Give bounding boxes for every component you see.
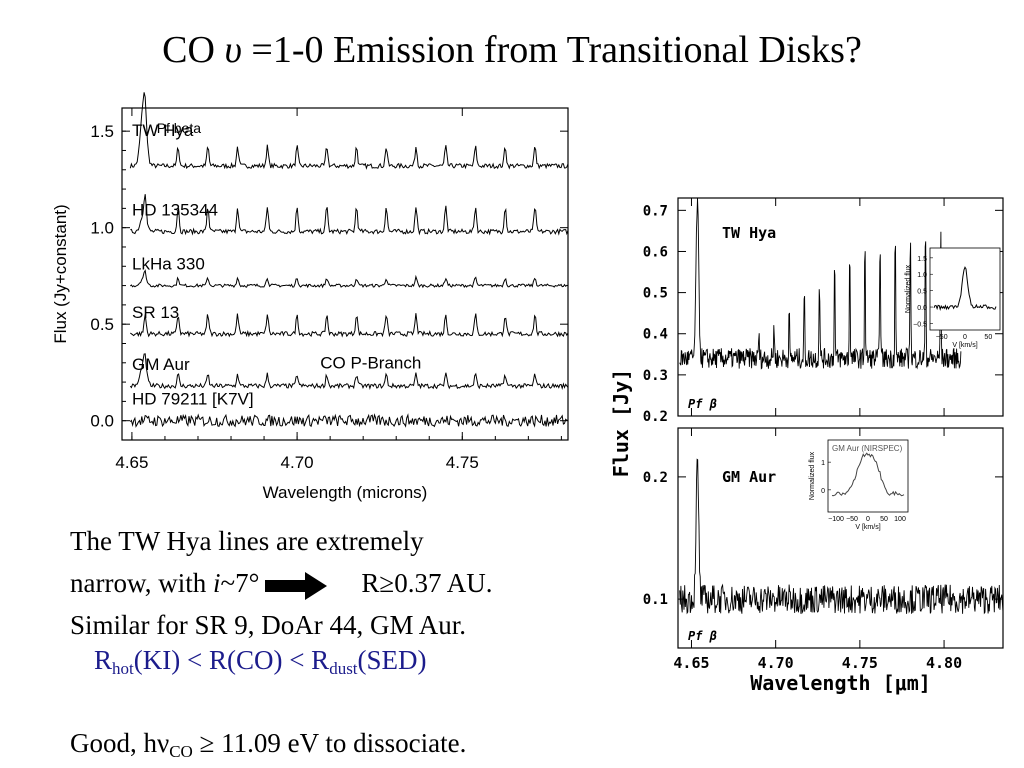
title-variable: υ [224,29,242,71]
right-y-tick-label: 0.5 [643,286,668,302]
good-a: Good, hν [70,728,170,758]
slide-title: CO υ =1-0 Emission from Transitional Dis… [0,28,1024,72]
inset-x-tick-label: −100 [828,516,844,523]
inset-x-tick-label: 50 [984,334,992,341]
series-label-1: HD 135344 [132,201,218,220]
right-x-tick-label: 4.75 [842,654,878,672]
inset-xlabel: V [km/s] [952,342,977,349]
text-line-3: Similar for SR 9, DoAr 44, GM Aur. [70,610,467,640]
inset-y-tick-label: 1 [821,460,825,467]
text-line-2: narrow, with i~7° R≥0.37 AU. [70,562,590,604]
text-line-1: The TW Hya lines are extremely [70,526,424,556]
series-label-4: GM Aur [132,355,190,374]
right-y-tick-label: 0.2 [643,409,668,425]
inset-y-tick-label: 1.5 [917,256,927,263]
inset-1: GM Aur (NIRSPEC) 0 1 −100 −50 0 50 100 V [km/s] N… [809,439,909,531]
inset-0: −0.5 0.0 0.5 1.0 1.5 −50 0 50 V [km/s] Normalized… [905,247,1001,349]
left-spectra-chart: 0.0 0.5 1.0 1.5 4.65 4.70 4.75 Wavelength (micr… [51,92,569,502]
inset-profile [933,266,997,311]
inset-x-tick-label: −50 [936,334,948,341]
right-ylabel: Flux [Jy] [609,369,633,477]
series-label-2: LkHa 330 [132,255,205,274]
good-b: ≥ 11.09 eV to dissociate. [192,728,467,758]
good-sub: CO [169,742,193,761]
inset-x-tick-label: 0 [963,334,967,341]
y-tick-label: 1.5 [90,122,114,141]
co-pbranch-annotation: CO P-Branch [320,354,421,373]
inset-y-tick-label: 1.0 [917,272,927,279]
series-label-3: SR 13 [132,303,179,322]
y-tick-label: 1.0 [90,219,114,238]
x-tick-label: 4.70 [281,453,314,472]
left-ylabel: Flux (Jy+constant) [51,204,70,343]
y-tick-label: 0.5 [90,315,114,334]
series-trace-2 [129,269,569,289]
inset-title: GM Aur (NIRSPEC) [832,444,903,453]
right-y-tick-label: 0.3 [643,368,668,384]
right-x-tick-label: 4.70 [758,654,794,672]
dissociation-note: Good, hνCO ≥ 11.09 eV to dissociate. [70,728,466,762]
text-line-2a: narrow, with [70,568,213,598]
inset-ylabel: Normalized flux [905,264,912,313]
series-label-5: HD 79211 [K7V] [132,390,254,409]
radius-ordering: Rhot(KI) < R(CO) < Rdust(SED) [94,645,427,679]
title-prefix: CO [162,29,225,71]
inset-x-tick-label: −50 [846,516,858,523]
inclination-value: ~7° [220,568,260,598]
right-x-tick-label: 4.65 [673,654,709,672]
pf-beta-label-1: Pf β [688,629,717,643]
x-tick-label: 4.65 [115,453,148,472]
series-trace-4 [129,353,569,390]
ratio-dust-sub: dust [329,659,358,678]
y-tick-label: 0.0 [90,412,114,431]
ratio-r1: R [94,645,113,675]
series-trace-5 [129,413,569,428]
right-trace-1 [679,458,1004,615]
title-suffix: =1-0 Emission from Transitional Disks? [241,29,862,71]
right-xlabel: Wavelength [μm] [750,671,931,695]
ratio-mid: (KI) < R(CO) < R [133,645,330,675]
series-trace-0 [129,92,569,170]
inset-y-tick-label: 0 [821,488,825,495]
inset-x-tick-label: 50 [880,516,888,523]
right-spectra-chart: 0.2 0.3 0.4 0.5 0.6 0.7 TW Hya Pf β −0.5 0.0 0.5 1.… [609,197,1004,695]
pf-beta-annotation: Pf beta [157,120,202,136]
inset-ylabel: Normalized flux [809,451,816,500]
x-tick-label: 4.75 [446,453,479,472]
series-label-0: TW Hya [132,121,194,140]
right-panel-frame-1 [677,427,1004,649]
right-panel-label-1: GM Aur [722,468,776,486]
right-arrow-icon [265,571,329,600]
inset-y-tick-label: 0.5 [917,289,927,296]
right-y-tick-label: 0.6 [643,244,668,260]
inset-frame [827,439,909,513]
radius-value: R≥0.37 AU. [361,568,493,598]
right-y-tick-label: 0.2 [643,470,668,486]
right-y-tick-label: 0.7 [643,203,668,219]
right-y-tick-label: 0.1 [643,592,668,608]
series-trace-3 [130,313,569,338]
right-x-tick-label: 4.80 [926,654,962,672]
right-panel-frame-0 [677,197,1004,417]
right-y-tick-label: 0.4 [643,327,668,343]
series-trace-1 [130,194,569,236]
inclination-symbol: i [212,568,221,598]
inset-profile [831,452,905,497]
body-text: The TW Hya lines are extremely narrow, w… [70,520,590,646]
right-trace-0 [679,197,962,370]
right-panel-label-0: TW Hya [722,224,776,242]
inset-x-tick-label: 100 [894,516,906,523]
inset-frame [929,247,1001,331]
inset-y-tick-label: 0.0 [917,305,927,312]
ratio-hot-sub: hot [112,659,134,678]
left-plot-frame [121,107,569,441]
left-xlabel: Wavelength (microns) [263,483,428,502]
ratio-end: (SED) [357,645,427,675]
inset-x-tick-label: 0 [866,516,870,523]
inset-y-tick-label: −0.5 [913,321,927,328]
pf-beta-label-0: Pf β [688,397,717,411]
inset-xlabel: V [km/s] [855,524,880,531]
